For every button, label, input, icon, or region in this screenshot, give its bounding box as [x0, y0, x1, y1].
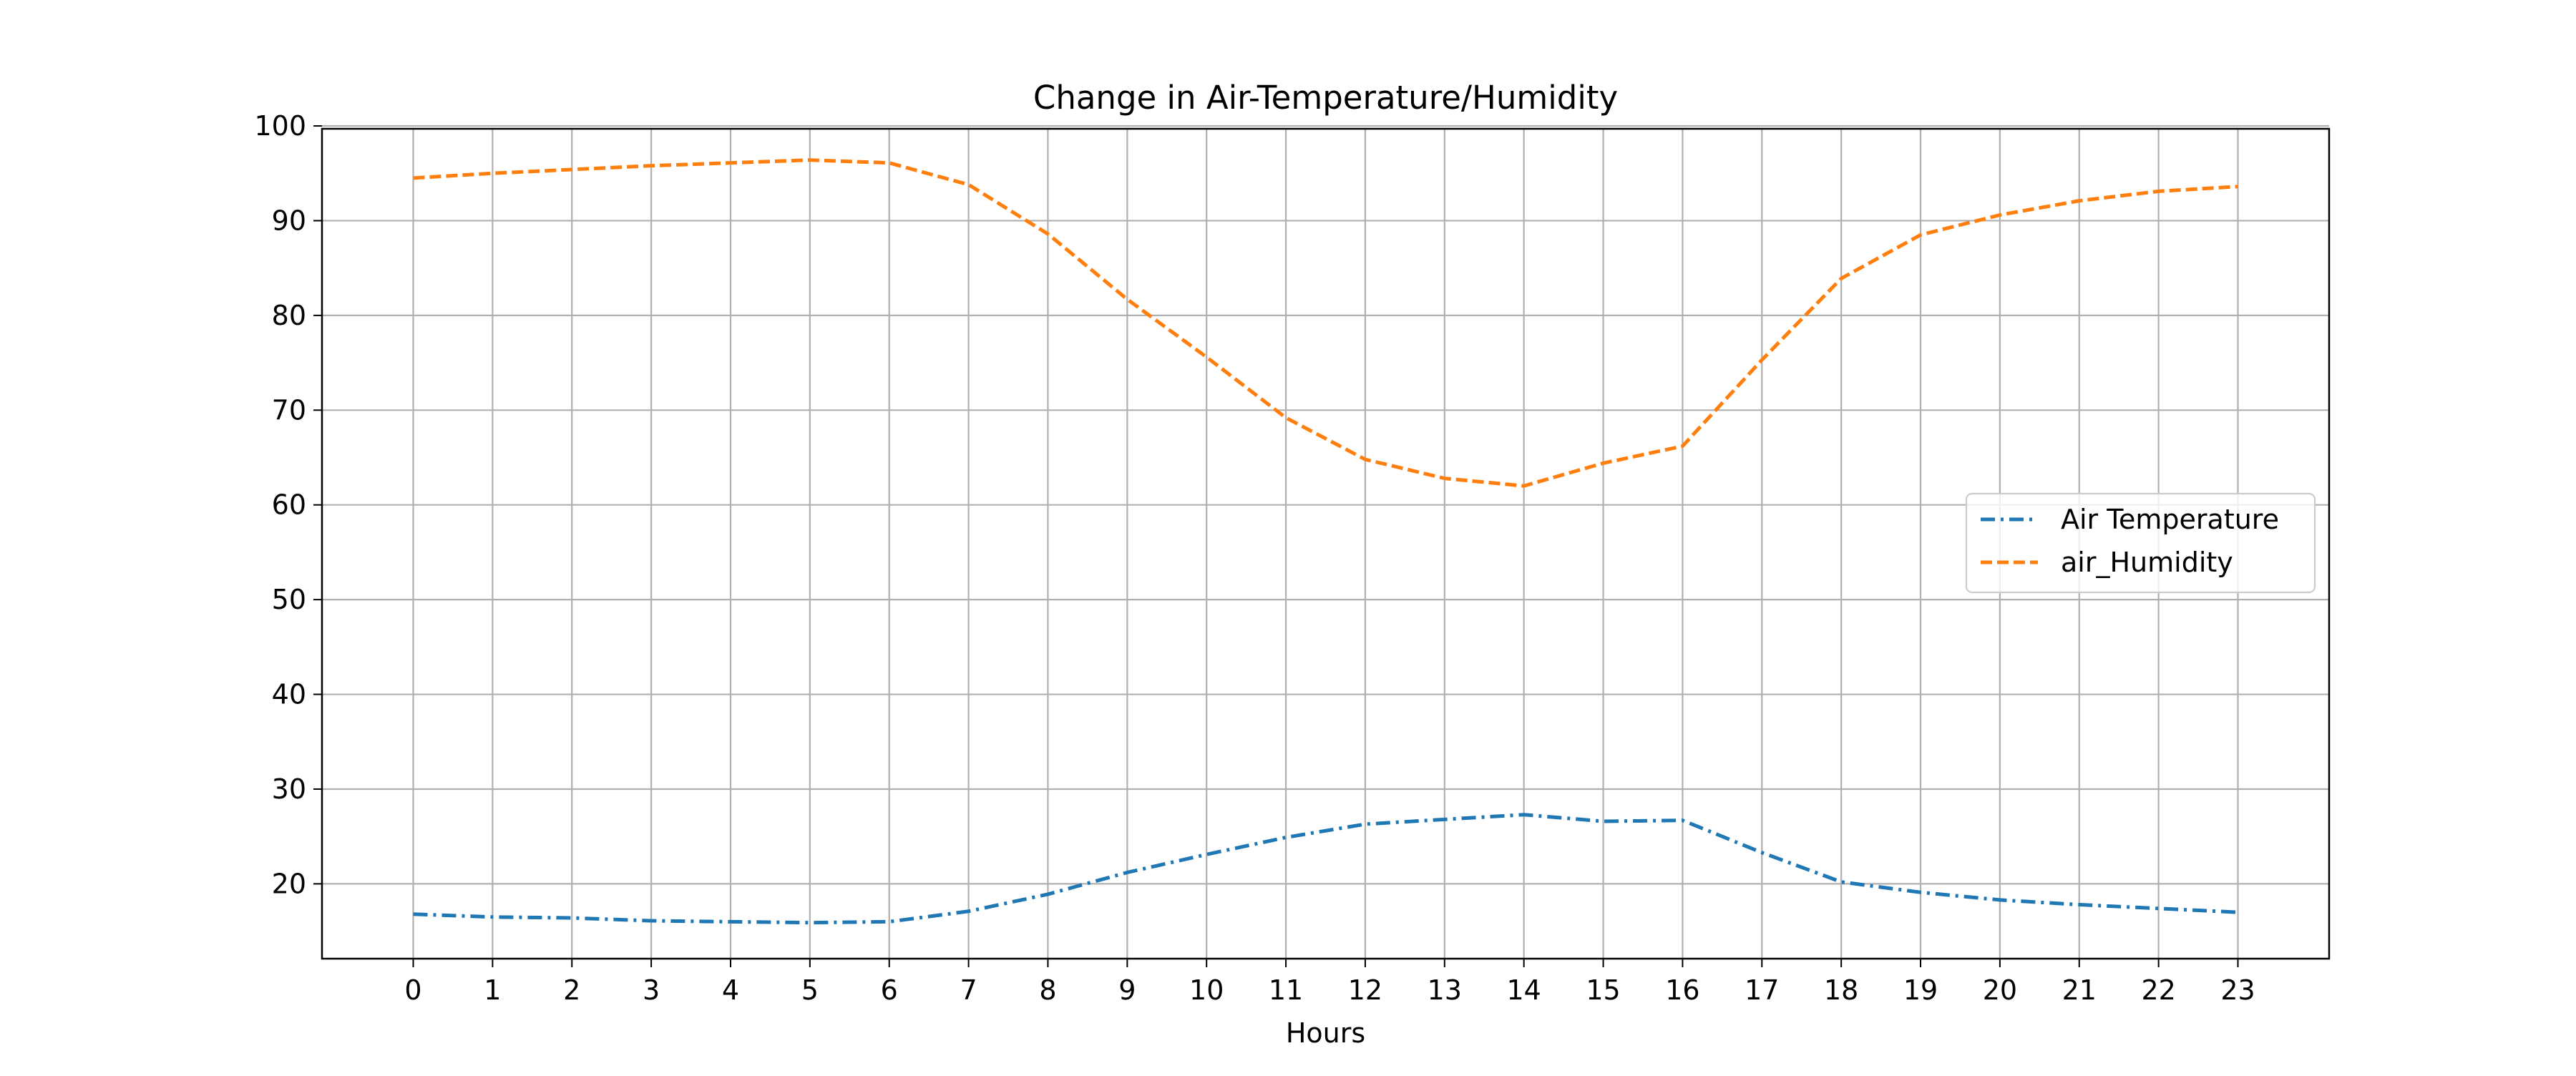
legend-box: [1965, 492, 2316, 594]
chart-title: Change in Air-Temperature/Humidity: [1033, 79, 1618, 117]
legend-label-0: Air Temperature: [2061, 504, 2279, 535]
x-tick-label: 0: [404, 974, 421, 1006]
x-tick-label: 18: [1824, 974, 1858, 1006]
x-tick-label: 16: [1665, 974, 1699, 1006]
legend-label-1: air_Humidity: [2061, 547, 2233, 578]
x-tick-label: 17: [1745, 974, 1779, 1006]
series-line-1: [413, 158, 2238, 488]
y-tick-label: 100: [254, 110, 306, 142]
y-tick-label: 60: [272, 489, 306, 521]
x-tick-label: 5: [801, 974, 819, 1006]
series-lines: [413, 158, 2238, 925]
y-tick-label: 90: [272, 205, 306, 236]
y-tick-label: 20: [272, 868, 306, 899]
y-tick-label: 40: [272, 679, 306, 710]
x-tick-label: 20: [1983, 974, 2017, 1006]
x-tick-label: 11: [1269, 974, 1303, 1006]
x-tick-label: 12: [1348, 974, 1382, 1006]
plot-frame: [321, 127, 2331, 960]
y-tick-label: 50: [272, 584, 306, 615]
x-tick-label: 3: [643, 974, 660, 1006]
series-line-0: [413, 813, 2238, 925]
x-tick-label: 8: [1039, 974, 1056, 1006]
x-tick-label: 23: [2220, 974, 2255, 1006]
x-tick-label: 7: [960, 974, 977, 1006]
x-tick-label: 14: [1506, 974, 1541, 1006]
x-axis-label: Hours: [1286, 1017, 1365, 1049]
x-tick-label: 9: [1118, 974, 1136, 1006]
x-tick-label: 10: [1189, 974, 1224, 1006]
axis-ticks: 0 1 2 3 4 5 6 7 8 9 10 11 12 13 14 15 16 17 18 19 20 21 22 2320…: [254, 110, 2255, 1006]
y-tick-label: 70: [272, 394, 306, 426]
y-tick-label: 80: [272, 300, 306, 331]
x-tick-label: 2: [563, 974, 580, 1006]
legend: Air Temperature air_Humidity: [1965, 492, 2316, 594]
x-tick-label: 19: [1903, 974, 1938, 1006]
x-tick-label: 1: [484, 974, 501, 1006]
x-tick-label: 4: [722, 974, 739, 1006]
x-tick-label: 13: [1428, 974, 1462, 1006]
x-tick-label: 6: [881, 974, 898, 1006]
x-tick-label: 21: [2062, 974, 2097, 1006]
x-tick-label: 22: [2141, 974, 2175, 1006]
y-tick-label: 30: [272, 773, 306, 805]
x-tick-label: 15: [1586, 974, 1620, 1006]
